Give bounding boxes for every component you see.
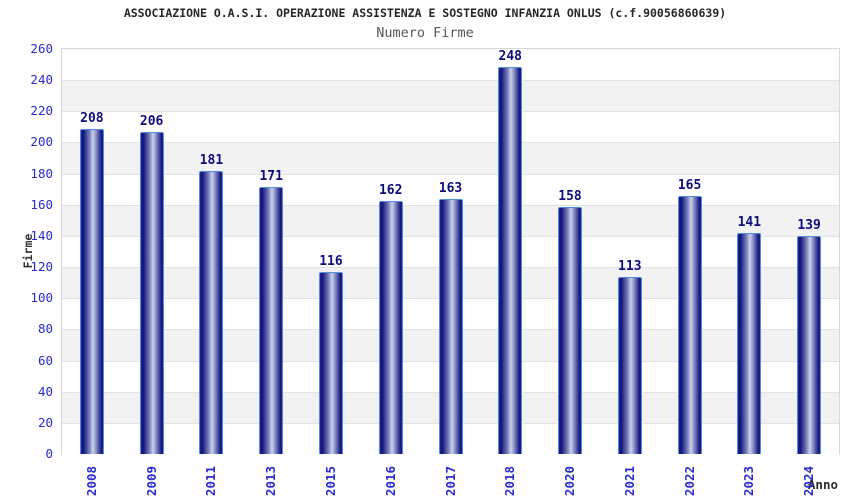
bar-2020 xyxy=(558,207,583,454)
x-axis-title: Anno xyxy=(807,477,838,492)
chart-subtitle: Numero Firme xyxy=(376,25,474,41)
y-axis-tick-label: 0 xyxy=(45,446,53,461)
gridline-band xyxy=(62,111,839,144)
y-axis-tick-label: 240 xyxy=(30,72,53,88)
bar-2017 xyxy=(438,199,463,454)
bar-value-label: 139 xyxy=(797,218,821,233)
bar-2009 xyxy=(139,132,164,454)
bar-value-label: 162 xyxy=(378,183,403,198)
y-axis-tick-label: 180 xyxy=(30,165,53,181)
plot-area: 208 206 181 171 116 162 163 248 158 113 165 141 139 xyxy=(61,48,840,455)
x-axis-tick-label: 2020 xyxy=(562,465,578,497)
chart-title: ASSOCIAZIONE O.A.S.I. OPERAZIONE ASSISTE… xyxy=(123,6,727,20)
y-axis-tick-label: 120 xyxy=(30,259,53,275)
y-axis-tick-label: 80 xyxy=(37,321,53,337)
y-axis-tick-label: 40 xyxy=(37,383,53,399)
bar-value-label: 116 xyxy=(319,254,343,269)
y-axis-tick-label: 100 xyxy=(30,290,53,306)
bar-value-label: 208 xyxy=(80,111,104,126)
bar-value-label: 165 xyxy=(677,178,702,193)
y-axis-tick-label: 160 xyxy=(30,196,53,212)
bar-2022 xyxy=(677,196,702,454)
x-axis-tick-label: 2022 xyxy=(681,465,697,497)
x-axis-tick-label: 2021 xyxy=(621,465,637,497)
x-axis-tick-label: 2015 xyxy=(322,465,338,497)
x-axis-tick-label: 2009 xyxy=(143,465,159,497)
bar-value-label: 163 xyxy=(438,181,463,196)
x-axis-tick-label: 2023 xyxy=(741,465,757,497)
bar-2015 xyxy=(318,272,343,454)
x-axis-tick-label: 2008 xyxy=(83,465,99,497)
bar-value-label: 158 xyxy=(558,189,582,204)
bar-value-label: 141 xyxy=(737,215,762,230)
bar-2011 xyxy=(199,171,224,454)
bar-2016 xyxy=(378,201,403,454)
bar-2024 xyxy=(797,236,822,454)
bar-2018 xyxy=(498,67,523,454)
gridline-band xyxy=(62,80,839,113)
y-axis-tick-label: 20 xyxy=(37,414,53,430)
bar-2023 xyxy=(737,233,762,454)
y-axis-tick-label: 220 xyxy=(30,103,53,119)
bar-2013 xyxy=(259,187,284,454)
bar-value-label: 171 xyxy=(259,169,283,184)
bar-value-label: 181 xyxy=(199,153,224,168)
bar-value-label: 206 xyxy=(139,114,164,129)
y-axis-tick-label: 260 xyxy=(30,41,53,56)
x-axis-tick-label: 2016 xyxy=(382,465,398,497)
gridline-band xyxy=(62,49,839,81)
y-axis-tick-label: 60 xyxy=(37,352,53,368)
x-axis-tick-label: 2013 xyxy=(263,465,279,497)
bar-2021 xyxy=(617,277,642,454)
bar-value-label: 113 xyxy=(618,259,642,274)
y-axis-tick-label: 200 xyxy=(30,134,53,150)
x-axis-tick-label: 2011 xyxy=(203,465,219,497)
bar-value-label: 248 xyxy=(498,49,522,64)
x-axis-tick-label: 2017 xyxy=(442,465,458,497)
y-axis-tick-label: 140 xyxy=(30,227,53,243)
x-axis-tick-label: 2024 xyxy=(801,465,817,497)
x-axis-tick-label: 2018 xyxy=(502,465,518,497)
bar-2008 xyxy=(79,129,104,454)
gridline-band xyxy=(62,142,839,175)
